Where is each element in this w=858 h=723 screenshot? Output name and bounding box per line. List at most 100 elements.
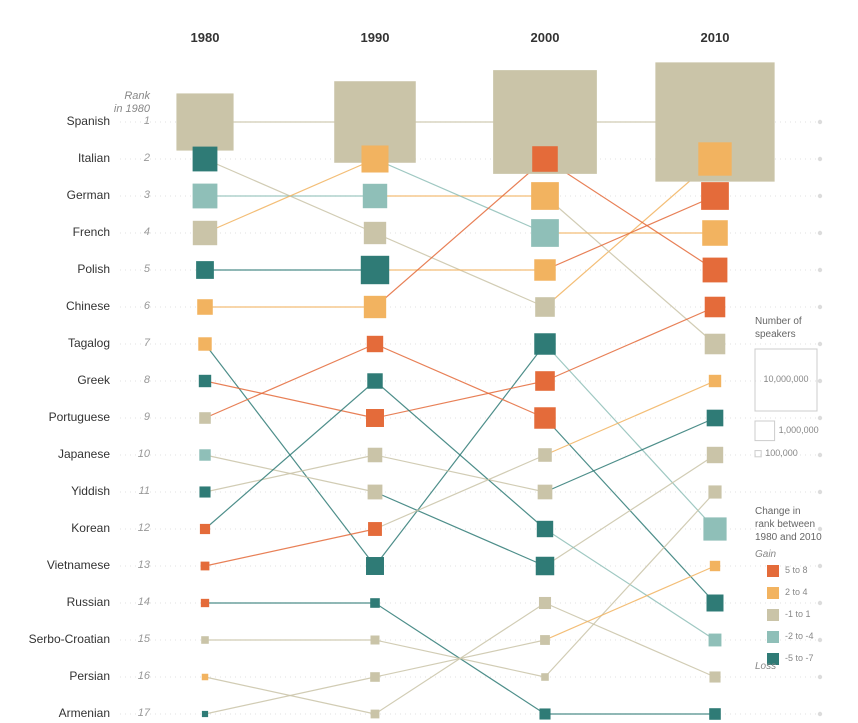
legend-loss-word: Loss bbox=[755, 661, 776, 672]
population-square bbox=[534, 333, 555, 354]
language-label: Vietnamese bbox=[10, 558, 110, 572]
population-square bbox=[707, 447, 723, 463]
slope-line bbox=[375, 381, 545, 418]
population-square bbox=[199, 412, 211, 424]
legend-size-label: 1,000,000 bbox=[779, 425, 819, 435]
population-square bbox=[202, 674, 209, 681]
population-square bbox=[197, 299, 213, 315]
population-square bbox=[370, 672, 380, 682]
legend-color-title-line: 1980 and 2010 bbox=[755, 531, 835, 544]
legend-size-label: 10,000,000 bbox=[755, 374, 817, 384]
legend-gain-word: Gain bbox=[755, 549, 776, 560]
language-label: Yiddish bbox=[10, 484, 110, 498]
population-square bbox=[193, 147, 218, 172]
language-label: Korean bbox=[10, 521, 110, 535]
legend-size-label: 100,000 bbox=[765, 448, 798, 458]
language-label: Polish bbox=[10, 262, 110, 276]
population-square bbox=[536, 557, 554, 575]
population-square bbox=[705, 334, 726, 355]
slope-line bbox=[205, 381, 375, 418]
population-square bbox=[364, 296, 386, 318]
population-square bbox=[364, 222, 386, 244]
legend-color-label: -1 to 1 bbox=[785, 609, 811, 619]
slope-line bbox=[205, 529, 375, 566]
population-square bbox=[539, 708, 550, 719]
population-square bbox=[535, 371, 555, 391]
legend-size-box bbox=[755, 451, 761, 457]
population-square bbox=[703, 258, 728, 283]
population-square bbox=[176, 93, 233, 150]
legend-color-title-line: rank between bbox=[755, 518, 835, 531]
rank-hint-line: Rank bbox=[90, 90, 150, 103]
legend-color-swatch bbox=[767, 609, 779, 621]
rank-number: 9 bbox=[120, 411, 150, 423]
population-square bbox=[534, 259, 555, 280]
population-square bbox=[701, 182, 729, 210]
rank-number: 12 bbox=[120, 522, 150, 534]
population-square bbox=[368, 485, 383, 500]
population-square bbox=[202, 711, 208, 717]
population-square bbox=[698, 142, 731, 175]
population-square bbox=[199, 449, 210, 460]
rank-number: 16 bbox=[120, 670, 150, 682]
rank-number: 11 bbox=[120, 485, 150, 497]
legend-color-label: -5 to -7 bbox=[785, 653, 814, 663]
year-header: 2010 bbox=[685, 30, 745, 45]
legend-color-title-line: Change in bbox=[755, 505, 835, 518]
language-label: Serbo-Croatian bbox=[10, 632, 110, 646]
language-label: Armenian bbox=[10, 706, 110, 720]
population-square bbox=[366, 557, 384, 575]
population-square bbox=[370, 598, 380, 608]
population-square bbox=[535, 297, 555, 317]
language-label: Russian bbox=[10, 595, 110, 609]
rank-number: 6 bbox=[120, 300, 150, 312]
language-rank-chart: 1980199020002010Rankin 1980Spanish1Itali… bbox=[0, 0, 858, 723]
language-label: Chinese bbox=[10, 299, 110, 313]
legend-size-box bbox=[755, 421, 775, 441]
population-square bbox=[193, 184, 218, 209]
legend-color-label: 5 to 8 bbox=[785, 565, 808, 575]
population-square bbox=[201, 599, 209, 607]
population-square bbox=[199, 486, 210, 497]
legend-color-swatch bbox=[767, 565, 779, 577]
slope-line bbox=[545, 344, 715, 529]
slope-line bbox=[375, 455, 545, 492]
language-label: French bbox=[10, 225, 110, 239]
rank-number: 15 bbox=[120, 633, 150, 645]
population-square bbox=[201, 562, 210, 571]
population-square bbox=[703, 517, 726, 540]
rank-number: 7 bbox=[120, 337, 150, 349]
language-label: Spanish bbox=[10, 114, 110, 128]
population-square bbox=[540, 635, 550, 645]
rank-hint: Rankin 1980 bbox=[90, 90, 150, 116]
population-square bbox=[708, 485, 721, 498]
year-header: 2000 bbox=[515, 30, 575, 45]
legend-color-swatch bbox=[767, 631, 779, 643]
rank-number: 3 bbox=[120, 189, 150, 201]
population-square bbox=[707, 595, 724, 612]
slope-line bbox=[545, 492, 715, 677]
population-square bbox=[371, 710, 380, 719]
population-square bbox=[367, 336, 383, 352]
population-square bbox=[710, 561, 720, 571]
language-label: Persian bbox=[10, 669, 110, 683]
language-label: Greek bbox=[10, 373, 110, 387]
population-square bbox=[702, 220, 728, 246]
language-label: Tagalog bbox=[10, 336, 110, 350]
population-square bbox=[709, 708, 721, 720]
rank-number: 10 bbox=[120, 448, 150, 460]
population-square bbox=[201, 636, 209, 644]
legend-color-swatch bbox=[767, 587, 779, 599]
rank-number: 17 bbox=[120, 707, 150, 719]
population-square bbox=[538, 448, 552, 462]
population-square bbox=[707, 410, 724, 427]
population-square bbox=[196, 261, 214, 279]
rank-number: 14 bbox=[120, 596, 150, 608]
language-label: Italian bbox=[10, 151, 110, 165]
population-square bbox=[705, 297, 726, 318]
year-header: 1990 bbox=[345, 30, 405, 45]
rank-number: 5 bbox=[120, 263, 150, 275]
population-square bbox=[361, 256, 389, 284]
population-square bbox=[361, 145, 388, 172]
population-square bbox=[199, 375, 211, 387]
